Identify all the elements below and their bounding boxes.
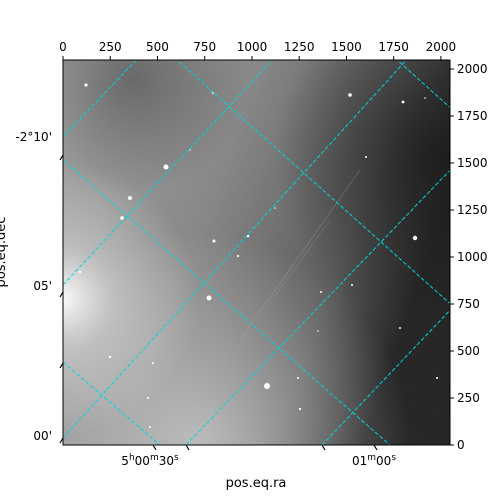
top-tick-label: 0 [59,40,67,54]
grid-line [185,169,450,445]
grid-line [63,60,137,138]
star [320,291,322,293]
star [120,216,124,220]
star [147,397,149,399]
right-tick-label: 1000 [457,250,488,264]
bottom-tick-label: 5h00m30s [121,453,179,468]
grid-line [396,60,450,109]
star [365,156,367,158]
grid-line [63,60,273,286]
star [399,327,401,329]
star [189,149,191,151]
star [206,295,212,301]
star [128,196,132,200]
top-tick-label: 250 [99,40,122,54]
star [297,377,299,379]
star [108,355,112,359]
right-tick-label: 1250 [457,203,488,217]
star [298,407,302,411]
left-tick-label: 05' [33,279,52,293]
x-axis-title: pos.eq.ra [226,476,287,491]
star [78,270,82,274]
top-tick-label: 1000 [237,40,268,54]
left-tick-mark [59,437,64,444]
grid-line [321,309,450,445]
top-tick-label: 1750 [378,40,409,54]
right-tick-label: 1500 [457,156,488,170]
star [274,207,276,209]
grid-line [63,60,408,439]
star [351,284,353,286]
star [317,330,319,332]
star [401,100,405,104]
top-tick-label: 1250 [284,40,315,54]
left-tick-mark [59,291,64,298]
right-tick-label: 250 [457,391,480,405]
right-tick-label: 500 [457,344,480,358]
star [424,97,426,99]
left-tick-label: 00' [33,429,52,443]
top-tick-label: 500 [146,40,169,54]
grid-line [63,361,161,445]
bottom-tick-mark [373,444,378,451]
star [264,383,270,389]
satellite-streak [239,169,361,341]
bottom-axis: 5h00m30s 01m00s [121,444,396,468]
top-tick-label: 1500 [331,40,362,54]
bottom-tick-mark [321,444,326,451]
star [436,377,438,379]
bottom-tick-label: 01m00s [352,453,396,468]
y-axis-title: pos.eq.dec [0,217,9,288]
grid-line [63,159,391,445]
top-tick-label: 2000 [426,40,457,54]
left-tick-mark [59,362,64,369]
left-axis: -2°10' 05' 00' [15,130,64,444]
star [84,83,88,87]
top-axis: 0 250 500 750 1000 1250 1500 1750 2000 [59,40,456,60]
sky-image [63,60,450,445]
right-axis: 0 250 500 750 1000 1250 1500 1750 2000 [450,62,488,452]
satellite-streak [264,219,331,311]
coordinate-grid [63,60,450,445]
top-tick-label: 750 [193,40,216,54]
star [212,239,216,243]
star [152,362,154,364]
star [348,93,352,97]
right-tick-label: 1750 [457,109,488,123]
star-field [78,83,438,428]
bottom-tick-mark [152,444,157,451]
right-tick-label: 750 [457,297,480,311]
star [149,426,151,428]
plot-frame [62,59,451,446]
bottom-tick-mark [185,444,190,451]
grid-line [176,60,450,305]
left-tick-label: -2°10' [15,130,52,144]
star [236,254,240,258]
right-tick-label: 0 [457,438,465,452]
star [412,235,418,241]
right-tick-label: 2000 [457,62,488,76]
star [163,164,169,170]
left-tick-mark [59,154,64,161]
